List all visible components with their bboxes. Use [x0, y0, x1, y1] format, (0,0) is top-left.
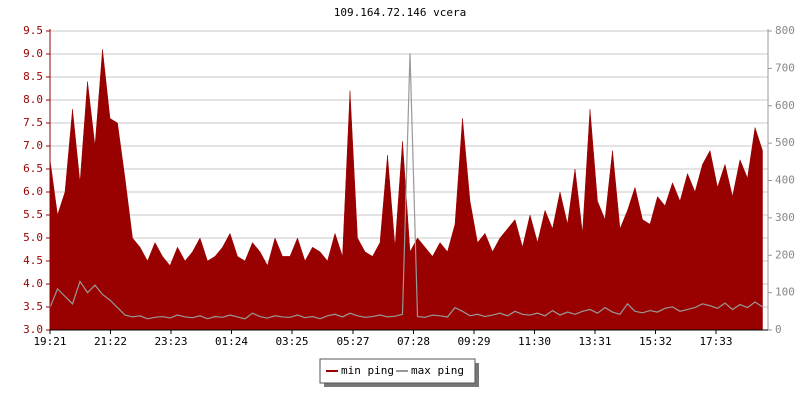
y2-tick-label: 0 — [775, 323, 782, 336]
x-tick-label: 19:21 — [33, 335, 66, 348]
x-tick-label: 15:32 — [639, 335, 672, 348]
y2-tick-label: 300 — [775, 211, 795, 224]
y-tick-label: 3.0 — [23, 323, 43, 336]
y2-tick-label: 800 — [775, 24, 795, 37]
y2-tick-label: 200 — [775, 248, 795, 261]
y-tick-label: 5.0 — [23, 231, 43, 244]
y-tick-label: 7.0 — [23, 139, 43, 152]
x-tick-label: 01:24 — [215, 335, 248, 348]
y-tick-label: 9.5 — [23, 24, 43, 37]
y-tick-label: 6.5 — [23, 162, 43, 175]
x-tick-label: 05:27 — [336, 335, 369, 348]
area — [49, 49, 763, 331]
y2-tick-label: 400 — [775, 174, 795, 187]
x-tick-label: 13:31 — [578, 335, 611, 348]
y-tick-label: 4.0 — [23, 277, 43, 290]
legend-box — [319, 358, 476, 384]
y-tick-label: 7.5 — [23, 116, 43, 129]
y-tick-label: 8.0 — [23, 93, 43, 106]
y2-tick-label: 600 — [775, 99, 795, 112]
line — [49, 53, 763, 320]
x-tick-label: 21:22 — [94, 335, 127, 348]
x-tick-label: 09:29 — [457, 335, 490, 348]
x-tick-label: 03:25 — [275, 335, 308, 348]
x-tick-label: 07:28 — [397, 335, 430, 348]
legend-label: max ping — [411, 364, 464, 377]
y-tick-label: 9.0 — [23, 47, 43, 60]
y-tick-label: 6.0 — [23, 185, 43, 198]
y-tick-label: 4.5 — [23, 254, 43, 267]
x-tick-label: 11:30 — [518, 335, 551, 348]
x-tick-label: 17:33 — [699, 335, 732, 348]
legend-label: min ping — [341, 364, 394, 377]
x-tick-label: 23:23 — [154, 335, 187, 348]
y2-tick-label: 100 — [775, 286, 795, 299]
chart-title: 109.164.72.146 vcera — [334, 6, 466, 19]
y-tick-label: 5.5 — [23, 208, 43, 221]
y2-tick-label: 700 — [775, 61, 795, 74]
y2-tick-label: 500 — [775, 136, 795, 149]
y-tick-label: 3.5 — [23, 300, 43, 313]
y-tick-label: 8.5 — [23, 70, 43, 83]
